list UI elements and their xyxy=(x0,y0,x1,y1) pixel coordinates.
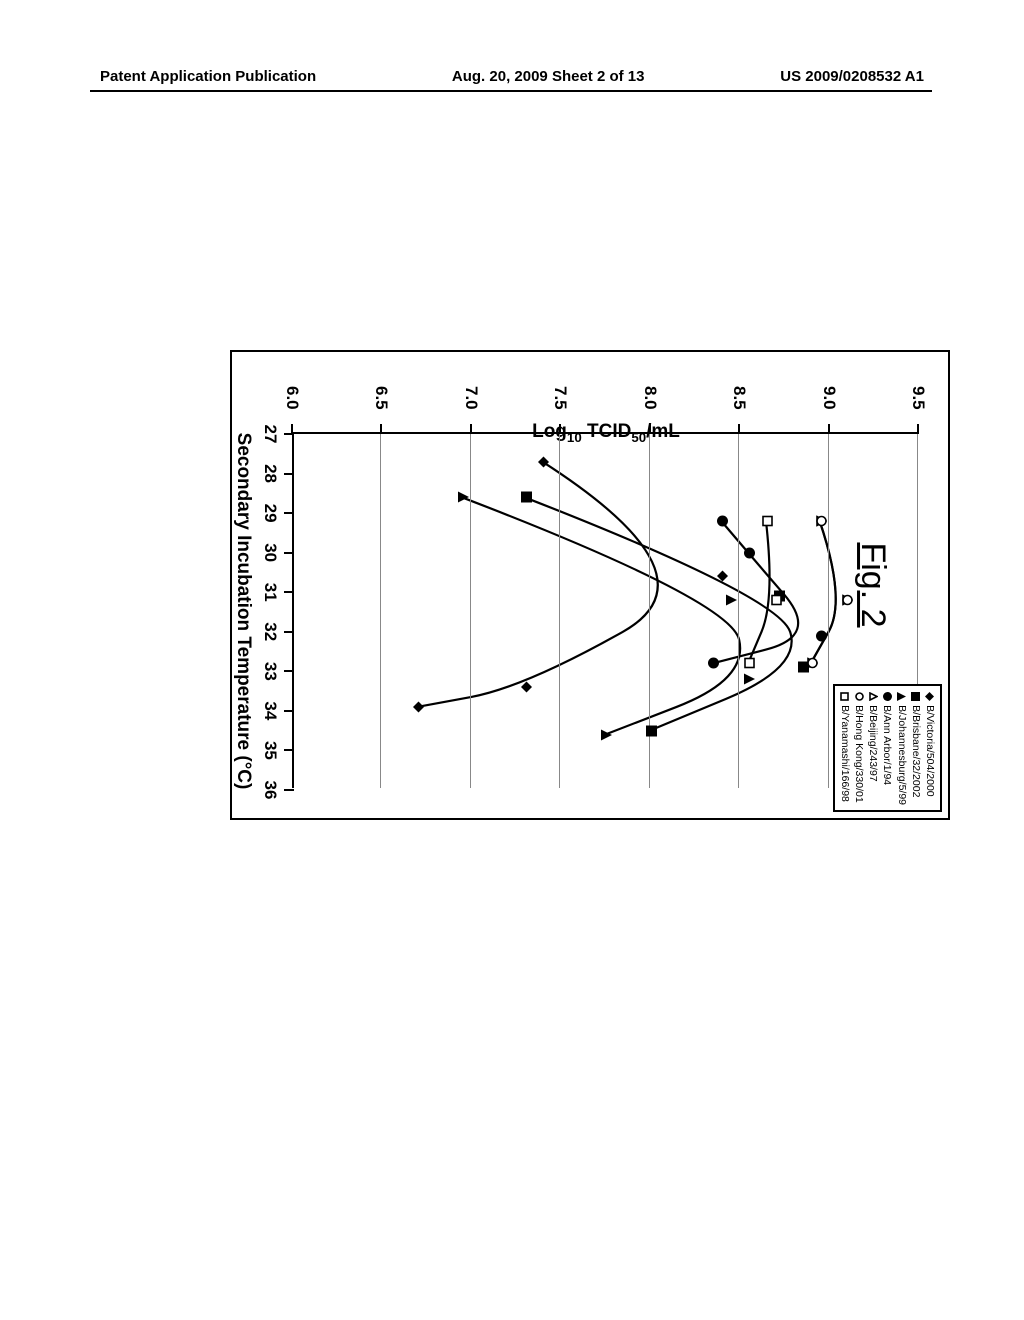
data-marker xyxy=(757,516,775,527)
x-tick-label: 31 xyxy=(260,583,280,602)
legend: B/Victoria/504/2000B/Brisbane/32/2002B/J… xyxy=(833,684,942,812)
data-marker xyxy=(516,492,534,503)
legend-item: B/Yanamashi/166/98 xyxy=(838,691,852,805)
data-marker xyxy=(712,571,730,582)
legend-item: B/Victoria/504/2000 xyxy=(923,691,937,805)
y-tick-label: 7.0 xyxy=(461,386,481,410)
x-tick-label: 27 xyxy=(260,425,280,444)
page-header: Patent Application Publication Aug. 20, … xyxy=(0,68,1024,85)
legend-label: B/Beijing/243/97 xyxy=(866,705,880,781)
x-tick-label: 36 xyxy=(260,781,280,800)
data-marker xyxy=(596,729,614,740)
x-tick-label: 30 xyxy=(260,543,280,562)
y-tick-label: 9.5 xyxy=(908,386,928,410)
legend-marker-icon xyxy=(882,691,892,701)
x-tick-label: 34 xyxy=(260,701,280,720)
legend-label: B/Hong Kong/330/01 xyxy=(852,705,866,803)
legend-item: B/Johannesburg/5/99 xyxy=(894,691,908,805)
y-tick-label: 6.5 xyxy=(371,386,391,410)
x-tick-label: 29 xyxy=(260,504,280,523)
chart-frame: Log10 TCID50/mL Secondary Incubation Tem… xyxy=(230,350,950,820)
y-tick-label: 8.5 xyxy=(729,386,749,410)
data-marker xyxy=(408,701,426,712)
legend-marker-icon xyxy=(854,691,864,701)
legend-label: B/Victoria/504/2000 xyxy=(923,705,937,796)
data-marker xyxy=(703,658,721,669)
legend-label: B/Ann Arbor/1/94 xyxy=(880,705,894,785)
y-tick-label: 7.5 xyxy=(550,386,570,410)
x-tick-label: 35 xyxy=(260,741,280,760)
legend-label: B/Brisbane/32/2002 xyxy=(909,705,923,797)
header-rule xyxy=(90,90,932,92)
y-tick-label: 6.0 xyxy=(282,386,302,410)
data-marker xyxy=(739,658,757,669)
legend-marker-icon xyxy=(911,691,921,701)
data-marker xyxy=(766,595,784,606)
legend-item: B/Beijing/243/97 xyxy=(866,691,880,805)
data-marker xyxy=(811,630,829,641)
x-tick-label: 28 xyxy=(260,464,280,483)
legend-marker-icon xyxy=(840,691,850,701)
y-tick-label: 8.0 xyxy=(640,386,660,410)
data-marker xyxy=(811,516,829,527)
header-right: US 2009/0208532 A1 xyxy=(780,68,924,85)
data-marker xyxy=(721,595,739,606)
data-marker xyxy=(712,516,730,527)
header-left: Patent Application Publication xyxy=(100,68,316,85)
data-marker xyxy=(802,658,820,669)
legend-label: B/Johannesburg/5/99 xyxy=(894,705,908,805)
y-axis-title: Log10 TCID50/mL xyxy=(532,421,680,445)
legend-marker-icon xyxy=(897,691,907,701)
x-tick-label: 32 xyxy=(260,622,280,641)
legend-item: B/Ann Arbor/1/94 xyxy=(880,691,894,805)
y-tick-label: 9.0 xyxy=(819,386,839,410)
data-marker xyxy=(641,725,659,736)
plot-area: Log10 TCID50/mL Secondary Incubation Tem… xyxy=(292,432,918,788)
x-tick-label: 33 xyxy=(260,662,280,681)
data-marker xyxy=(533,456,551,467)
x-axis-title: Secondary Incubation Temperature (°C) xyxy=(232,433,254,790)
header-center: Aug. 20, 2009 Sheet 2 of 13 xyxy=(452,68,645,85)
legend-item: B/Brisbane/32/2002 xyxy=(909,691,923,805)
data-marker xyxy=(739,674,757,685)
data-marker xyxy=(516,682,534,693)
legend-label: B/Yanamashi/166/98 xyxy=(838,705,852,802)
legend-item: B/Hong Kong/330/01 xyxy=(852,691,866,805)
data-marker xyxy=(739,547,757,558)
legend-marker-icon xyxy=(868,691,878,701)
figure: Log10 TCID50/mL Secondary Incubation Tem… xyxy=(210,225,825,945)
legend-marker-icon xyxy=(925,691,935,701)
data-marker xyxy=(453,492,471,503)
figure-caption: Fig. 2 xyxy=(853,542,892,627)
